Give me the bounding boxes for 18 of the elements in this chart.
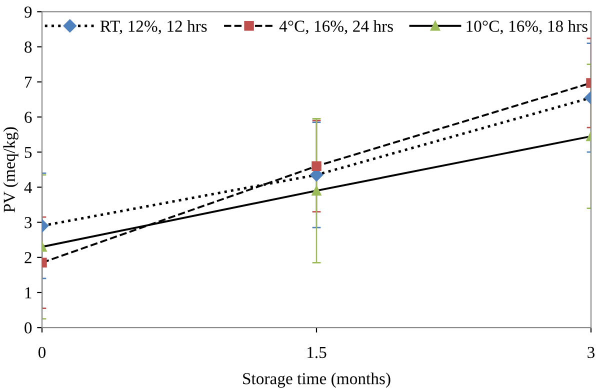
x-axis-title: Storage time (months) — [243, 372, 390, 388]
y-tick-label: 5 — [24, 146, 32, 158]
y-tick-label: 7 — [25, 76, 32, 88]
y-tick-label: 9 — [24, 6, 32, 18]
legend-label: 4°C, 16%, 24 hrs — [279, 20, 393, 34]
x-tick-label: 0 — [38, 346, 46, 358]
y-tick-label: 8 — [24, 42, 32, 53]
y-tick-label: 0 — [24, 322, 32, 334]
legend-label: 10°C, 16%, 18 hrs — [466, 20, 588, 34]
x-tick-label: 1.5 — [308, 346, 326, 358]
y-tick-label: 4 — [24, 182, 32, 193]
y-axis-title: PV (meq/kg) — [3, 127, 18, 212]
legend-label: RT, 12%, 12 hrs — [100, 20, 207, 34]
y-tick-label: 6 — [24, 112, 32, 123]
y-tick-label: 2 — [24, 252, 32, 264]
y-tick-label: 3 — [24, 217, 32, 228]
x-tick-label: 3 — [588, 346, 595, 358]
y-tick-label: 1 — [25, 287, 32, 298]
